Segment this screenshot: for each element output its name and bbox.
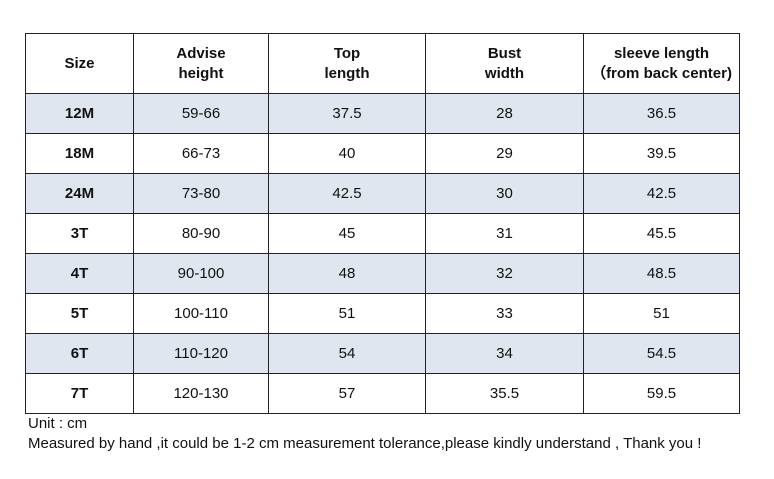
data-cell: 66-73 <box>134 134 269 174</box>
data-cell: 32 <box>426 254 584 294</box>
header-cell: Bust width <box>426 34 584 94</box>
header-text: width <box>484 64 525 82</box>
data-cell: 39.5 <box>584 134 740 174</box>
data-cell: 48 <box>269 254 426 294</box>
data-cell: 31 <box>426 214 584 254</box>
header-text: sleeve length <box>613 44 710 62</box>
data-cell: 57 <box>269 374 426 414</box>
header-text: height <box>178 64 224 82</box>
data-cell: 34 <box>426 334 584 374</box>
size-cell: 5T <box>26 294 134 334</box>
header-text: length <box>324 64 370 82</box>
data-cell: 120-130 <box>134 374 269 414</box>
data-cell: 42.5 <box>269 174 426 214</box>
data-cell: 28 <box>426 94 584 134</box>
size-table: Size Advise height Top length Bust width sleeve… <box>25 33 740 414</box>
size-cell: 24M <box>26 174 134 214</box>
data-cell: 45.5 <box>584 214 740 254</box>
header-cell: Size <box>26 34 134 94</box>
header-cell: Top length <box>269 34 426 94</box>
size-cell: 3T <box>26 214 134 254</box>
data-cell: 110-120 <box>134 334 269 374</box>
header-text: （from back center) <box>591 64 732 82</box>
data-cell: 51 <box>269 294 426 334</box>
size-cell: 6T <box>26 334 134 374</box>
tolerance-note: Measured by hand ,it could be 1-2 cm mea… <box>28 435 702 452</box>
size-cell: 18M <box>26 134 134 174</box>
data-cell: 59-66 <box>134 94 269 134</box>
data-cell: 54 <box>269 334 426 374</box>
size-cell: 12M <box>26 94 134 134</box>
header-text: Size <box>64 54 95 72</box>
data-cell: 35.5 <box>426 374 584 414</box>
data-cell: 90-100 <box>134 254 269 294</box>
data-cell: 45 <box>269 214 426 254</box>
data-cell: 29 <box>426 134 584 174</box>
data-cell: 80-90 <box>134 214 269 254</box>
header-cell: Advise height <box>134 34 269 94</box>
data-cell: 73-80 <box>134 174 269 214</box>
data-cell: 33 <box>426 294 584 334</box>
size-cell: 4T <box>26 254 134 294</box>
data-cell: 36.5 <box>584 94 740 134</box>
header-text: Top <box>333 44 361 62</box>
data-cell: 59.5 <box>584 374 740 414</box>
header-text: Bust <box>487 44 522 62</box>
data-cell: 30 <box>426 174 584 214</box>
size-cell: 7T <box>26 374 134 414</box>
data-cell: 54.5 <box>584 334 740 374</box>
unit-note: Unit : cm <box>28 415 88 432</box>
data-cell: 40 <box>269 134 426 174</box>
header-cell: sleeve length （from back center) <box>584 34 740 94</box>
data-cell: 100-110 <box>134 294 269 334</box>
data-cell: 51 <box>584 294 740 334</box>
data-cell: 37.5 <box>269 94 426 134</box>
data-cell: 48.5 <box>584 254 740 294</box>
header-text: Advise <box>176 44 226 62</box>
data-cell: 42.5 <box>584 174 740 214</box>
